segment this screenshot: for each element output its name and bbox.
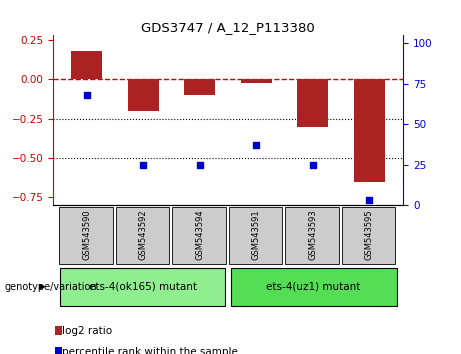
Text: GSM543593: GSM543593 (308, 209, 318, 259)
Point (309, 162, 317, 168)
Text: GSM543595: GSM543595 (365, 209, 374, 259)
Bar (241, 79, 272, 82)
Point (196, 162, 204, 168)
FancyBboxPatch shape (342, 206, 396, 264)
Bar (184, 79, 215, 95)
Point (83, 92, 91, 98)
Bar (354, 79, 385, 182)
Text: log2 ratio: log2 ratio (62, 326, 112, 336)
FancyBboxPatch shape (172, 206, 226, 264)
Bar (297, 79, 329, 127)
Text: GSM543592: GSM543592 (139, 209, 148, 259)
Point (140, 162, 147, 168)
FancyBboxPatch shape (116, 206, 170, 264)
Text: GSM543590: GSM543590 (83, 209, 91, 259)
Bar (71, 51, 102, 79)
Title: GDS3747 / A_12_P113380: GDS3747 / A_12_P113380 (142, 21, 315, 34)
FancyBboxPatch shape (231, 268, 396, 306)
Point (366, 198, 373, 203)
Point (253, 143, 260, 148)
Text: genotype/variation: genotype/variation (5, 282, 97, 292)
FancyBboxPatch shape (229, 206, 283, 264)
Text: ets-4(ok165) mutant: ets-4(ok165) mutant (89, 282, 197, 292)
Text: ets-4(uz1) mutant: ets-4(uz1) mutant (266, 282, 360, 292)
Text: percentile rank within the sample: percentile rank within the sample (62, 347, 238, 354)
FancyBboxPatch shape (59, 206, 113, 264)
Text: GSM543594: GSM543594 (195, 209, 204, 259)
Bar (128, 79, 159, 111)
FancyBboxPatch shape (285, 206, 339, 264)
FancyBboxPatch shape (60, 268, 225, 306)
Text: GSM543591: GSM543591 (252, 209, 261, 259)
